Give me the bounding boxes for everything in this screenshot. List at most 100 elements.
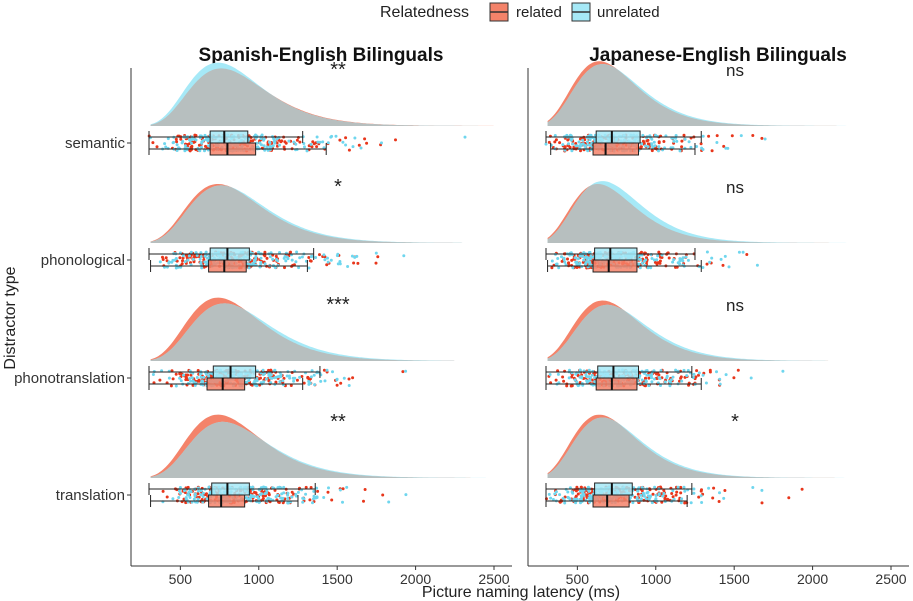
data-point-unrelated bbox=[312, 373, 316, 377]
data-point-unrelated bbox=[741, 250, 745, 254]
data-point-unrelated bbox=[553, 492, 557, 496]
data-point-related bbox=[374, 261, 378, 265]
iqr-box bbox=[206, 377, 246, 391]
data-point-related bbox=[760, 136, 764, 140]
data-point-related bbox=[193, 254, 197, 258]
data-point-related bbox=[308, 498, 312, 502]
data-point-unrelated bbox=[652, 140, 656, 144]
data-point-unrelated bbox=[549, 496, 553, 500]
data-point-unrelated bbox=[675, 139, 679, 143]
iqr-box bbox=[212, 365, 257, 379]
data-point-related bbox=[330, 498, 334, 502]
data-point-unrelated bbox=[183, 260, 187, 264]
data-point-related bbox=[558, 141, 562, 145]
data-point-unrelated bbox=[573, 256, 577, 260]
data-point-unrelated bbox=[722, 496, 726, 500]
data-point-unrelated bbox=[177, 489, 181, 493]
iqr-box bbox=[209, 130, 249, 144]
data-point-unrelated bbox=[697, 371, 701, 375]
data-point-unrelated bbox=[193, 492, 197, 496]
data-point-unrelated bbox=[282, 485, 286, 489]
data-point-related bbox=[663, 496, 667, 500]
data-point-related bbox=[671, 495, 675, 499]
data-point-unrelated bbox=[568, 486, 572, 490]
data-point-unrelated bbox=[198, 257, 202, 261]
data-point-related bbox=[651, 492, 655, 496]
data-point-related bbox=[315, 145, 319, 149]
data-point-related bbox=[550, 266, 554, 270]
data-point-unrelated bbox=[579, 501, 582, 505]
iqr-box bbox=[208, 259, 247, 273]
data-point-unrelated bbox=[555, 262, 559, 266]
data-point-unrelated bbox=[643, 144, 647, 148]
data-point-unrelated bbox=[309, 375, 313, 379]
data-point-unrelated bbox=[200, 266, 204, 270]
data-point-unrelated bbox=[683, 489, 687, 493]
legend-label-unrelated: unrelated bbox=[597, 4, 660, 21]
data-point-unrelated bbox=[188, 496, 192, 499]
data-point-unrelated bbox=[174, 384, 178, 388]
data-point-related bbox=[562, 379, 566, 383]
data-point-unrelated bbox=[287, 139, 291, 143]
data-point-related bbox=[180, 262, 184, 266]
data-point-unrelated bbox=[556, 372, 560, 376]
data-point-unrelated bbox=[569, 138, 573, 142]
data-point-unrelated bbox=[568, 368, 571, 372]
data-point-unrelated bbox=[263, 148, 267, 152]
data-point-related bbox=[787, 496, 791, 500]
data-point-related bbox=[197, 143, 201, 147]
data-point-related bbox=[708, 368, 712, 372]
x-tick-label: 500 bbox=[566, 571, 590, 587]
data-point-unrelated bbox=[590, 373, 594, 377]
data-point-related bbox=[721, 263, 725, 267]
data-point-unrelated bbox=[268, 255, 272, 259]
data-point-related bbox=[574, 489, 578, 493]
data-point-related bbox=[289, 250, 292, 254]
data-point-unrelated bbox=[167, 376, 171, 380]
data-point-related bbox=[722, 144, 726, 148]
iqr-box bbox=[209, 247, 250, 261]
data-point-unrelated bbox=[294, 260, 298, 264]
data-point-unrelated bbox=[327, 486, 330, 490]
data-point-related bbox=[282, 145, 286, 149]
data-point-unrelated bbox=[267, 374, 271, 377]
data-point-related bbox=[590, 378, 594, 382]
data-point-unrelated bbox=[276, 259, 280, 263]
boxplot-unrelated bbox=[148, 365, 321, 379]
data-point-unrelated bbox=[191, 371, 195, 375]
data-point-related bbox=[164, 256, 168, 260]
data-point-unrelated bbox=[301, 500, 305, 504]
boxplot-unrelated bbox=[148, 482, 316, 496]
data-point-related bbox=[547, 140, 551, 144]
data-point-related bbox=[662, 488, 666, 492]
data-point-unrelated bbox=[199, 375, 203, 379]
data-point-unrelated bbox=[179, 379, 183, 383]
data-point-unrelated bbox=[298, 375, 302, 379]
boxplot-related bbox=[150, 259, 308, 273]
data-point-unrelated bbox=[580, 494, 584, 498]
legend-swatch-unrelated bbox=[571, 2, 591, 22]
data-point-unrelated bbox=[269, 373, 273, 377]
data-point-unrelated bbox=[557, 381, 561, 385]
data-point-unrelated bbox=[200, 141, 204, 145]
data-point-unrelated bbox=[572, 497, 576, 501]
data-point-unrelated bbox=[262, 380, 266, 384]
data-point-unrelated bbox=[245, 380, 249, 384]
data-point-unrelated bbox=[683, 137, 687, 141]
data-point-unrelated bbox=[280, 492, 284, 496]
data-point-unrelated bbox=[588, 494, 592, 497]
data-point-related bbox=[717, 500, 721, 503]
data-point-unrelated bbox=[642, 371, 646, 375]
data-point-related bbox=[261, 494, 265, 498]
data-point-unrelated bbox=[188, 377, 192, 380]
data-point-unrelated bbox=[192, 380, 196, 384]
data-point-unrelated bbox=[268, 376, 272, 380]
data-point-related bbox=[290, 490, 294, 494]
data-point-related bbox=[283, 140, 287, 144]
data-point-unrelated bbox=[631, 501, 635, 505]
data-point-unrelated bbox=[691, 376, 695, 379]
data-point-unrelated bbox=[171, 497, 175, 501]
data-point-unrelated bbox=[167, 261, 171, 265]
data-point-unrelated bbox=[319, 379, 323, 383]
data-point-unrelated bbox=[297, 266, 301, 270]
